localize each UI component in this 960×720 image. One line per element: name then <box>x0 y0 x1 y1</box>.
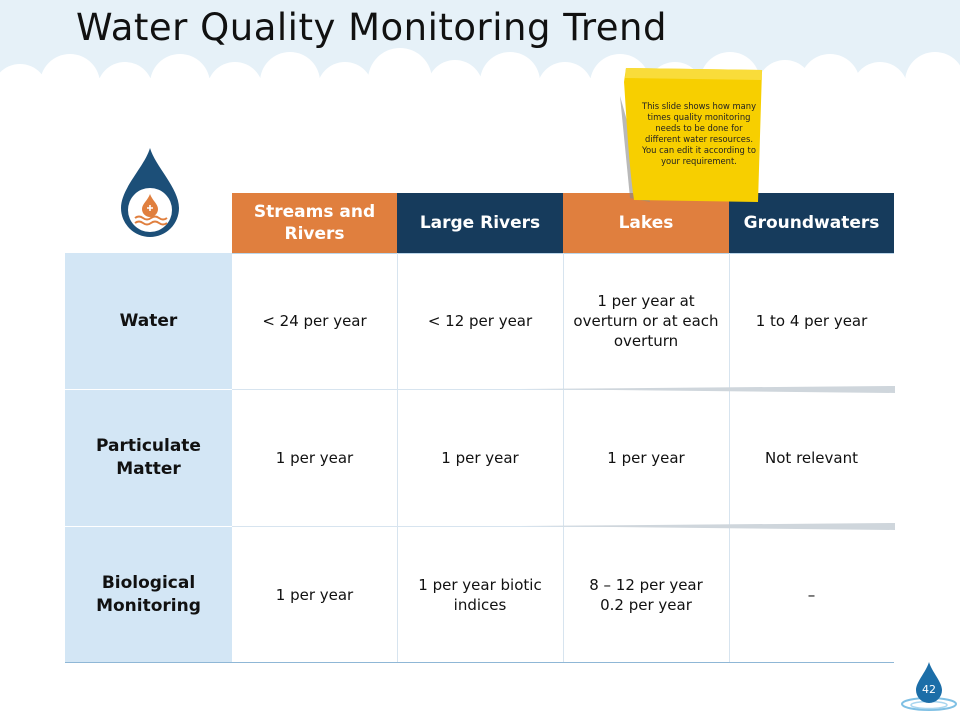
table-cell: 1 per year <box>607 449 685 467</box>
sticky-note-text: This slide shows how many times quality … <box>641 101 757 166</box>
table-cell: < 24 per year <box>262 312 367 330</box>
table-cell: 1 per year <box>275 585 354 604</box>
header-streams-and-rivers: Streams and Rivers <box>232 193 397 253</box>
page-number: 42 <box>922 683 936 696</box>
sticky-note <box>620 68 762 202</box>
row-label-water: Water <box>65 253 232 389</box>
water-drop-icon <box>121 148 179 237</box>
row-shadow <box>520 386 895 393</box>
table-cell: – <box>807 585 816 604</box>
row-label-biological-monitoring: Biological Monitoring <box>65 527 232 662</box>
table-cell: < 12 per year <box>427 312 533 330</box>
table-bottom-line <box>65 662 894 663</box>
column-divider <box>397 253 398 662</box>
slide-title: Water Quality Monitoring Trend <box>76 6 667 49</box>
table-top-line <box>65 253 894 254</box>
column-divider <box>729 253 730 662</box>
table-cell: Not relevant <box>765 449 858 467</box>
table-cell: 8 – 12 per year 0.2 per year <box>589 575 703 614</box>
header-large-rivers: Large Rivers <box>397 193 563 253</box>
table-cell: 1 per year at overturn or at each overtu… <box>573 292 719 350</box>
row-label-particulate-matter: Particulate Matter <box>65 390 232 526</box>
table-cell: 1 to 4 per year <box>755 312 868 330</box>
header-groundwaters: Groundwaters <box>729 193 894 253</box>
table-cell: 1 per year <box>441 449 519 467</box>
water-drop-icon <box>901 662 957 711</box>
table-cell: 1 per year <box>275 449 354 467</box>
table-cell: 1 per year biotic indices <box>418 575 542 614</box>
column-divider <box>563 253 564 662</box>
row-shadow <box>520 523 895 530</box>
header-lakes: Lakes <box>563 193 729 253</box>
